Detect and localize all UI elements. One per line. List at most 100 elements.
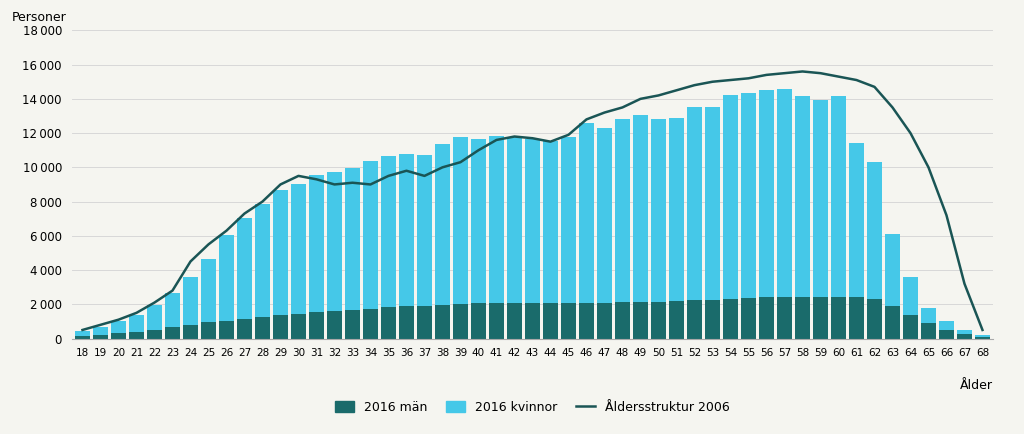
Bar	[362, 309, 378, 339]
Bar	[183, 325, 198, 339]
Bar	[939, 321, 954, 330]
Bar	[111, 333, 126, 339]
Bar	[669, 118, 684, 301]
Bar	[975, 335, 990, 337]
Bar	[830, 96, 846, 296]
Bar	[543, 141, 558, 303]
Bar	[633, 115, 648, 302]
Bar	[507, 303, 522, 339]
Bar	[327, 172, 342, 311]
Bar	[327, 311, 342, 339]
Bar	[740, 298, 756, 339]
Bar	[669, 301, 684, 339]
Bar	[111, 322, 126, 333]
Bar	[759, 90, 774, 297]
Bar	[93, 335, 109, 339]
Bar	[903, 277, 919, 315]
Bar	[398, 154, 414, 306]
Bar	[272, 316, 288, 339]
Bar	[237, 319, 252, 339]
Bar	[633, 302, 648, 339]
Bar	[255, 204, 270, 317]
Text: Ålder: Ålder	[961, 378, 993, 391]
Bar	[146, 329, 162, 339]
Bar	[849, 297, 864, 339]
Bar	[885, 306, 900, 339]
Bar	[543, 303, 558, 339]
Bar	[939, 330, 954, 339]
Bar	[579, 123, 594, 302]
Bar	[651, 302, 667, 339]
Bar	[651, 118, 667, 302]
Bar	[705, 107, 720, 300]
Bar	[345, 310, 360, 339]
Bar	[381, 156, 396, 307]
Bar	[525, 139, 540, 303]
Bar	[237, 218, 252, 319]
Bar	[165, 293, 180, 327]
Bar	[740, 93, 756, 298]
Bar	[903, 315, 919, 339]
Bar	[453, 137, 468, 304]
Bar	[309, 312, 325, 339]
Bar	[777, 297, 793, 339]
Bar	[201, 259, 216, 322]
Bar	[417, 155, 432, 306]
Bar	[956, 334, 972, 339]
Bar	[291, 314, 306, 339]
Bar	[759, 297, 774, 339]
Bar	[435, 144, 451, 305]
Bar	[579, 302, 594, 339]
Bar	[398, 306, 414, 339]
Bar	[93, 326, 109, 335]
Bar	[471, 139, 486, 303]
Bar	[813, 296, 828, 339]
Bar	[687, 107, 702, 300]
Bar	[219, 321, 234, 339]
Bar	[75, 331, 90, 336]
Bar	[723, 95, 738, 299]
Bar	[597, 302, 612, 339]
Bar	[507, 138, 522, 303]
Bar	[777, 89, 793, 297]
Bar	[705, 300, 720, 339]
Bar	[362, 161, 378, 309]
Bar	[146, 305, 162, 329]
Bar	[255, 317, 270, 339]
Bar	[183, 277, 198, 325]
Bar	[795, 96, 810, 296]
Bar	[272, 191, 288, 316]
Bar	[687, 300, 702, 339]
Bar	[309, 175, 325, 312]
Bar	[291, 184, 306, 314]
Bar	[435, 305, 451, 339]
Legend: 2016 män, 2016 kvinnor, Åldersstruktur 2006: 2016 män, 2016 kvinnor, Åldersstruktur 2…	[331, 395, 734, 418]
Bar	[561, 138, 577, 303]
Bar	[956, 330, 972, 334]
Bar	[417, 306, 432, 339]
Bar	[885, 234, 900, 306]
Bar	[723, 299, 738, 339]
Bar	[867, 299, 882, 339]
Bar	[219, 235, 234, 321]
Bar	[381, 307, 396, 339]
Bar	[488, 303, 504, 339]
Bar	[614, 302, 630, 339]
Bar	[597, 128, 612, 302]
Bar	[921, 323, 936, 339]
Text: Personer: Personer	[12, 11, 67, 24]
Bar	[795, 296, 810, 339]
Bar	[488, 136, 504, 303]
Bar	[813, 100, 828, 296]
Bar	[345, 168, 360, 310]
Bar	[471, 303, 486, 339]
Bar	[849, 143, 864, 297]
Bar	[129, 332, 144, 339]
Bar	[525, 303, 540, 339]
Bar	[830, 296, 846, 339]
Bar	[75, 336, 90, 339]
Bar	[165, 327, 180, 339]
Bar	[129, 315, 144, 332]
Bar	[867, 162, 882, 299]
Bar	[561, 303, 577, 339]
